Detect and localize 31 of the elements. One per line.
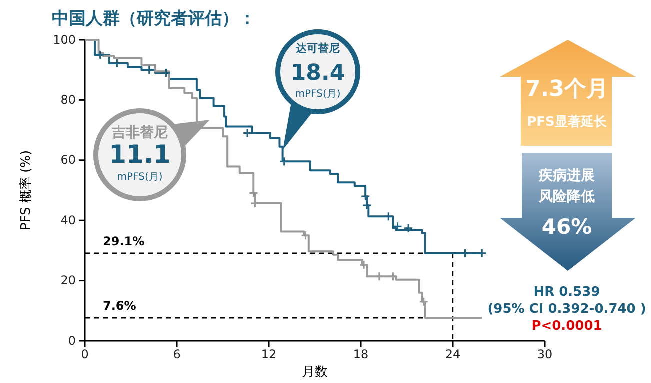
x-tick-label: 6 [173, 348, 181, 362]
y-tick-label: 60 [60, 153, 76, 168]
y-tick-label: 80 [60, 93, 76, 108]
annotation: P<0.0001 [532, 319, 602, 334]
annotation: PFS显著延长 [527, 114, 608, 130]
y-tick-label: 0 [68, 334, 76, 348]
ref-line-label: 7.6% [103, 299, 136, 314]
y-tick-label: 20 [60, 274, 76, 288]
annotation: (95% CI 0.392-0.740 ) [488, 302, 646, 317]
annotation: mPFS(月) [295, 89, 341, 100]
y-axis-title: PFS 概率 (%) [18, 150, 34, 231]
ref-line-label: 29.1% [103, 234, 145, 248]
x-tick-label: 0 [81, 348, 89, 362]
y-tick-label: 40 [60, 213, 76, 228]
x-tick-label: 12 [261, 348, 277, 362]
legend-label: 吉非替尼 [111, 125, 168, 141]
text: 达可替尼 [295, 42, 340, 55]
annotation: 疾病进展 [538, 167, 595, 184]
annotation: mPFS(月) [117, 172, 163, 183]
annotation: 46% [542, 215, 592, 239]
x-axis-title: 月数 [302, 365, 328, 380]
annotation: 7.3个月 [526, 77, 608, 102]
x-tick-label: 30 [537, 348, 553, 362]
annotation: 11.1 [109, 140, 171, 169]
x-tick-label: 24 [445, 348, 461, 362]
x-tick-label: 18 [353, 348, 369, 362]
annotation: 风险降低 [538, 189, 595, 205]
annotation: 18.4 [290, 61, 346, 86]
annotation: HR 0.539 [534, 285, 600, 300]
chart-title: 中国人群（研究者评估）： [52, 9, 256, 29]
y-tick-label: 100 [53, 32, 76, 47]
